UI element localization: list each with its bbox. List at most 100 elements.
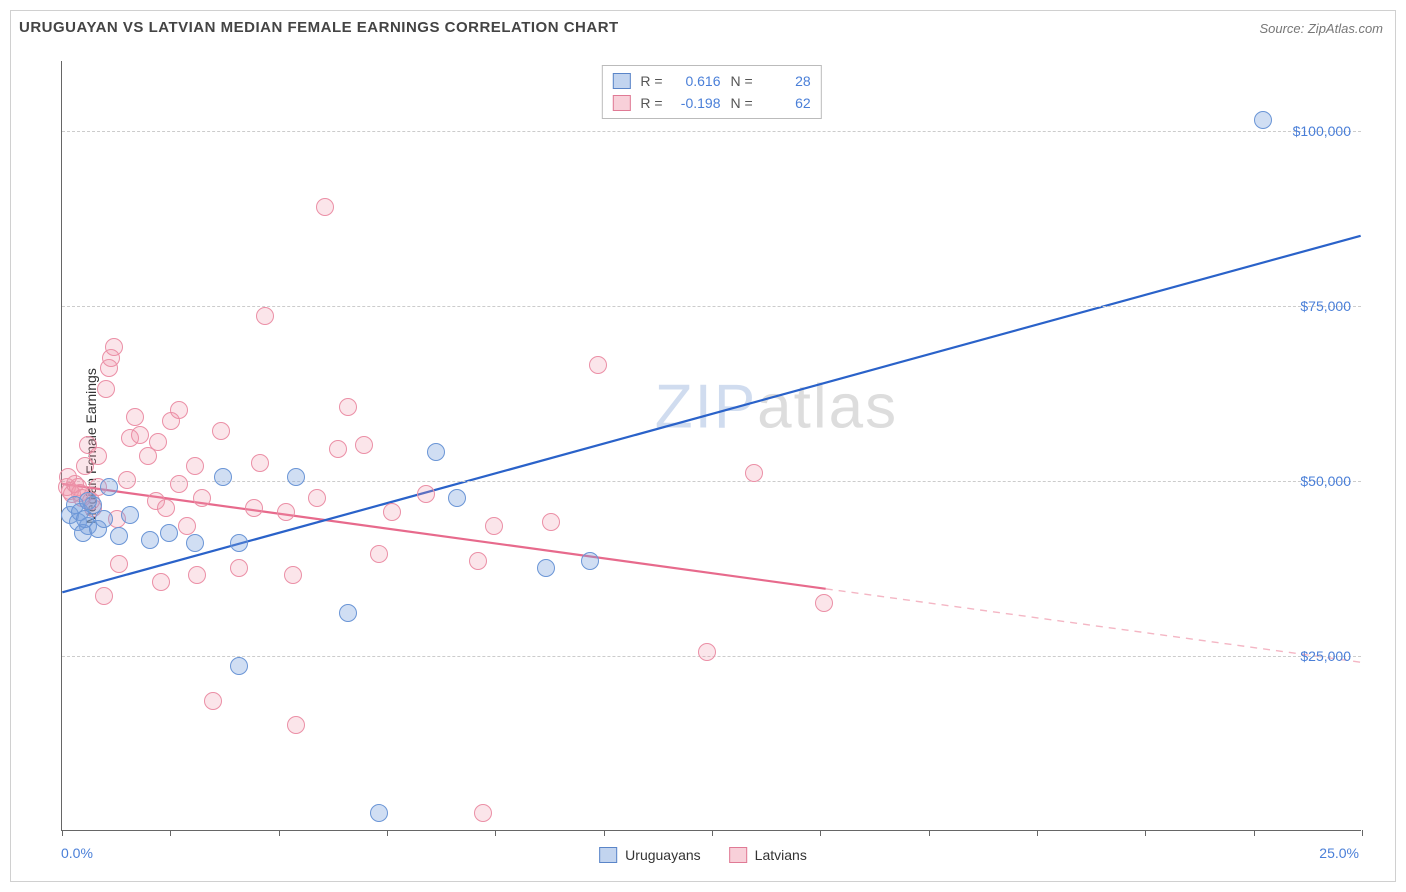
data-point-latvian xyxy=(186,457,204,475)
y-tick-label: $25,000 xyxy=(1300,648,1351,664)
data-point-uruguayan xyxy=(448,489,466,507)
source-attribution: Source: ZipAtlas.com xyxy=(1259,21,1383,36)
data-point-latvian xyxy=(212,422,230,440)
data-point-latvian xyxy=(149,433,167,451)
data-point-latvian xyxy=(110,555,128,573)
data-point-latvian xyxy=(485,517,503,535)
data-point-latvian xyxy=(542,513,560,531)
data-point-latvian xyxy=(170,401,188,419)
data-point-uruguayan xyxy=(186,534,204,552)
data-point-latvian xyxy=(193,489,211,507)
watermark-text: ZIPatlas xyxy=(655,372,898,443)
watermark-suffix: atlas xyxy=(757,373,898,442)
legend-label-uruguayans: Uruguayans xyxy=(625,847,701,863)
x-tick xyxy=(712,830,713,836)
data-point-latvian xyxy=(59,468,77,486)
data-point-uruguayan xyxy=(100,478,118,496)
data-point-uruguayan xyxy=(581,552,599,570)
data-point-latvian xyxy=(308,489,326,507)
plot-area: ZIPatlas R = 0.616 N = 28 R = -0.198 N =… xyxy=(61,61,1361,831)
chart-title: URUGUAYAN VS LATVIAN MEDIAN FEMALE EARNI… xyxy=(19,19,619,36)
x-tick xyxy=(1254,830,1255,836)
x-tick xyxy=(929,830,930,836)
data-point-latvian xyxy=(118,471,136,489)
r-value-latvians: -0.198 xyxy=(673,92,721,114)
data-point-latvian xyxy=(245,499,263,517)
x-tick xyxy=(495,830,496,836)
data-point-latvian xyxy=(589,356,607,374)
data-point-latvian xyxy=(131,426,149,444)
data-point-latvian xyxy=(204,692,222,710)
data-point-latvian xyxy=(95,587,113,605)
data-point-uruguayan xyxy=(95,510,113,528)
n-value-uruguayans: 28 xyxy=(763,70,811,92)
data-point-uruguayan xyxy=(141,531,159,549)
data-point-latvian xyxy=(469,552,487,570)
data-point-uruguayan xyxy=(287,468,305,486)
data-point-latvian xyxy=(89,447,107,465)
swatch-blue xyxy=(612,73,630,89)
data-point-latvian xyxy=(277,503,295,521)
n-value-latvians: 62 xyxy=(763,92,811,114)
legend-row-uruguayans: R = 0.616 N = 28 xyxy=(612,70,810,92)
data-point-latvian xyxy=(474,804,492,822)
data-point-latvian xyxy=(170,475,188,493)
x-tick xyxy=(279,830,280,836)
regression-line xyxy=(826,589,1361,662)
data-point-latvian xyxy=(329,440,347,458)
data-point-latvian xyxy=(152,573,170,591)
gridline xyxy=(62,306,1361,307)
data-point-latvian xyxy=(698,643,716,661)
y-tick-label: $75,000 xyxy=(1300,298,1351,314)
data-point-latvian xyxy=(105,338,123,356)
swatch-blue xyxy=(599,847,617,863)
data-point-latvian xyxy=(815,594,833,612)
legend-item-uruguayans: Uruguayans xyxy=(599,847,701,863)
data-point-latvian xyxy=(230,559,248,577)
data-point-uruguayan xyxy=(230,534,248,552)
r-value-uruguayans: 0.616 xyxy=(673,70,721,92)
data-point-uruguayan xyxy=(537,559,555,577)
x-tick xyxy=(1362,830,1363,836)
data-point-uruguayan xyxy=(214,468,232,486)
data-point-uruguayan xyxy=(160,524,178,542)
x-axis-max-label: 25.0% xyxy=(1319,845,1359,861)
x-tick xyxy=(62,830,63,836)
x-tick xyxy=(1145,830,1146,836)
data-point-uruguayan xyxy=(110,527,128,545)
regression-line xyxy=(62,484,825,589)
chart-container: URUGUAYAN VS LATVIAN MEDIAN FEMALE EARNI… xyxy=(10,10,1396,882)
gridline xyxy=(62,481,1361,482)
data-point-latvian xyxy=(745,464,763,482)
data-point-latvian xyxy=(370,545,388,563)
x-tick xyxy=(387,830,388,836)
swatch-pink xyxy=(612,95,630,111)
regression-lines xyxy=(62,61,1361,830)
data-point-uruguayan xyxy=(370,804,388,822)
data-point-latvian xyxy=(178,517,196,535)
data-point-latvian xyxy=(316,198,334,216)
data-point-uruguayan xyxy=(230,657,248,675)
regression-line xyxy=(62,236,1360,593)
data-point-latvian xyxy=(284,566,302,584)
data-point-latvian xyxy=(188,566,206,584)
n-label: N = xyxy=(731,92,753,114)
data-point-latvian xyxy=(97,380,115,398)
y-tick-label: $100,000 xyxy=(1293,123,1351,139)
data-point-latvian xyxy=(126,408,144,426)
data-point-uruguayan xyxy=(79,492,97,510)
x-tick xyxy=(1037,830,1038,836)
legend-row-latvians: R = -0.198 N = 62 xyxy=(612,92,810,114)
r-label: R = xyxy=(640,70,662,92)
data-point-uruguayan xyxy=(339,604,357,622)
x-tick xyxy=(170,830,171,836)
n-label: N = xyxy=(731,70,753,92)
series-legend: Uruguayans Latvians xyxy=(599,847,807,863)
y-tick-label: $50,000 xyxy=(1300,473,1351,489)
data-point-uruguayan xyxy=(1254,111,1272,129)
data-point-latvian xyxy=(355,436,373,454)
legend-item-latvians: Latvians xyxy=(729,847,807,863)
data-point-uruguayan xyxy=(121,506,139,524)
gridline xyxy=(62,131,1361,132)
x-axis-min-label: 0.0% xyxy=(61,845,93,861)
